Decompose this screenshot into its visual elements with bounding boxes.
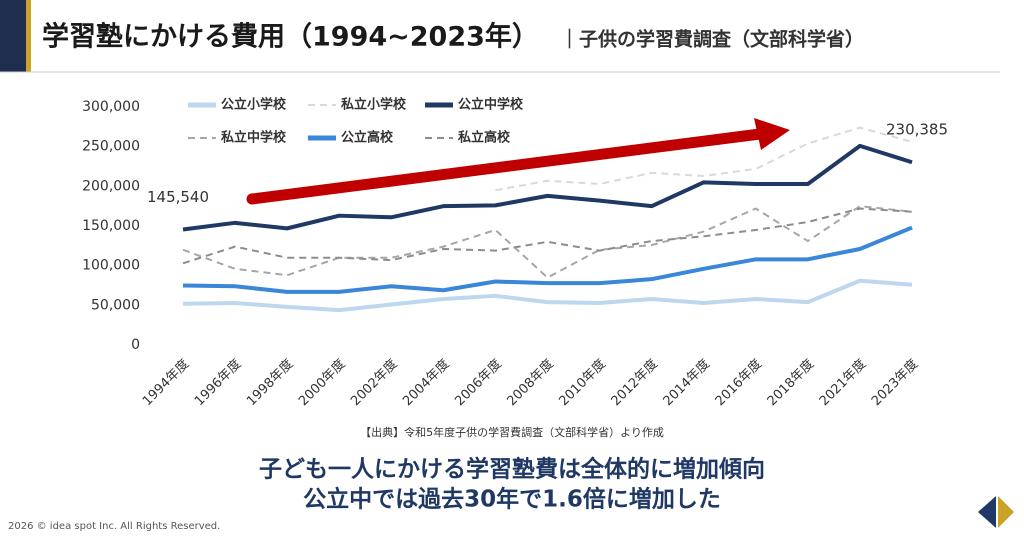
series-line xyxy=(182,143,913,232)
x-tick-label: 2000年度 xyxy=(295,356,348,409)
y-tick-label: 150,000 xyxy=(82,218,140,234)
message-line: 子ども一人にかける学習塾費は全体的に増加傾向 xyxy=(259,456,765,483)
logo xyxy=(978,496,1014,528)
series-line xyxy=(495,126,913,192)
x-tick-label: 2008年度 xyxy=(504,356,557,409)
series-line xyxy=(182,225,913,294)
y-tick-label: 0 xyxy=(131,337,140,353)
data-label: 145,540 xyxy=(147,188,209,206)
x-tick-label: 2004年度 xyxy=(400,356,453,409)
footer: 2026 © idea spot Inc. All Rights Reserve… xyxy=(8,521,220,532)
x-tick-label: 2018年度 xyxy=(764,356,817,409)
x-tick-label: 2002年度 xyxy=(347,356,400,409)
series-line xyxy=(182,278,913,313)
trend-arrow xyxy=(246,128,766,205)
x-tick-label: 2006年度 xyxy=(452,356,505,409)
legend-label: 公立小学校 xyxy=(221,97,287,113)
x-tick-label: 2014年度 xyxy=(660,356,713,409)
x-tick-label: 2016年度 xyxy=(712,356,765,409)
series-line xyxy=(182,205,913,279)
trend-arrow-head xyxy=(754,118,790,150)
source-note: 【出典】令和5年度子供の学習費調査（文部科学省）より作成 xyxy=(360,425,664,439)
x-tick-label: 1996年度 xyxy=(191,356,244,409)
legend-label: 公立高校 xyxy=(341,130,394,146)
header-accent xyxy=(26,0,31,72)
legend-label: 私立高校 xyxy=(458,130,511,146)
title: 学習塾にかける費用（1994~2023年） xyxy=(42,21,539,53)
legend-label: 私立小学校 xyxy=(341,97,407,113)
y-tick-label: 250,000 xyxy=(82,139,140,155)
x-tick-label: 2010年度 xyxy=(556,356,609,409)
x-tick-label: 2021年度 xyxy=(816,356,869,409)
y-tick-label: 300,000 xyxy=(82,99,140,115)
series-line xyxy=(182,207,913,265)
x-tick-label: 1994年度 xyxy=(139,356,192,409)
y-tick-label: 100,000 xyxy=(82,258,140,274)
x-tick-label: 2023年度 xyxy=(868,356,921,409)
legend-label: 私立中学校 xyxy=(221,130,287,146)
x-tick-label: 1998年度 xyxy=(243,356,296,409)
y-tick-label: 50,000 xyxy=(91,297,140,313)
legend-label: 公立中学校 xyxy=(458,97,524,113)
header-bar xyxy=(0,0,26,72)
data-label: 230,385 xyxy=(886,121,948,139)
y-tick-label: 200,000 xyxy=(82,178,140,194)
x-tick-label: 2012年度 xyxy=(608,356,661,409)
message-line: 公立中では過去30年で1.6倍に増加した xyxy=(303,486,721,513)
subtitle: ｜子供の学習費調査（文部科学省） xyxy=(560,28,864,51)
